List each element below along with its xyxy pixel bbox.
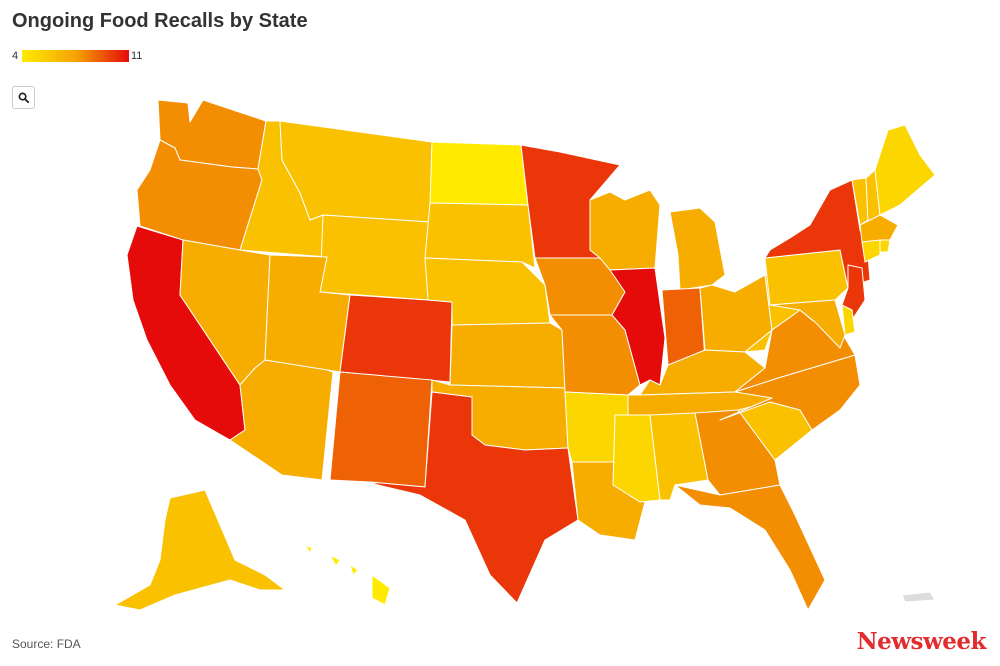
state-wy[interactable]	[319, 214, 431, 301]
state-fl[interactable]	[674, 484, 826, 611]
state-wi[interactable]	[589, 189, 661, 271]
state-ak[interactable]	[114, 489, 286, 611]
state-tx[interactable]	[369, 391, 579, 604]
state-hi[interactable]	[304, 544, 391, 606]
magnifier-icon	[18, 92, 29, 103]
newsweek-logo: Newsweek	[856, 628, 987, 655]
legend-max-label: 11	[131, 50, 143, 62]
state-ms[interactable]	[612, 414, 661, 503]
state-ri[interactable]	[879, 239, 891, 253]
color-legend: 4 11	[12, 49, 182, 63]
source-note: Source: FDA	[12, 637, 81, 651]
state-nm[interactable]	[329, 371, 433, 488]
state-pa[interactable]	[764, 249, 849, 306]
state-de[interactable]	[841, 304, 856, 336]
state-ma[interactable]	[859, 214, 899, 243]
state-pr[interactable]	[901, 591, 936, 603]
search-button[interactable]	[12, 86, 35, 109]
legend-min-label: 4	[12, 50, 19, 62]
state-mi[interactable]	[669, 207, 726, 291]
state-sd[interactable]	[424, 202, 536, 269]
state-ct[interactable]	[861, 239, 881, 263]
state-md[interactable]	[769, 299, 846, 349]
state-nd[interactable]	[429, 141, 529, 206]
state-me[interactable]	[874, 124, 936, 216]
state-ks[interactable]	[449, 322, 566, 389]
chart-title: Ongoing Food Recalls by State	[12, 10, 308, 32]
legend-gradient-bar	[22, 50, 129, 62]
state-co[interactable]	[339, 294, 453, 383]
state-il[interactable]	[609, 267, 666, 386]
